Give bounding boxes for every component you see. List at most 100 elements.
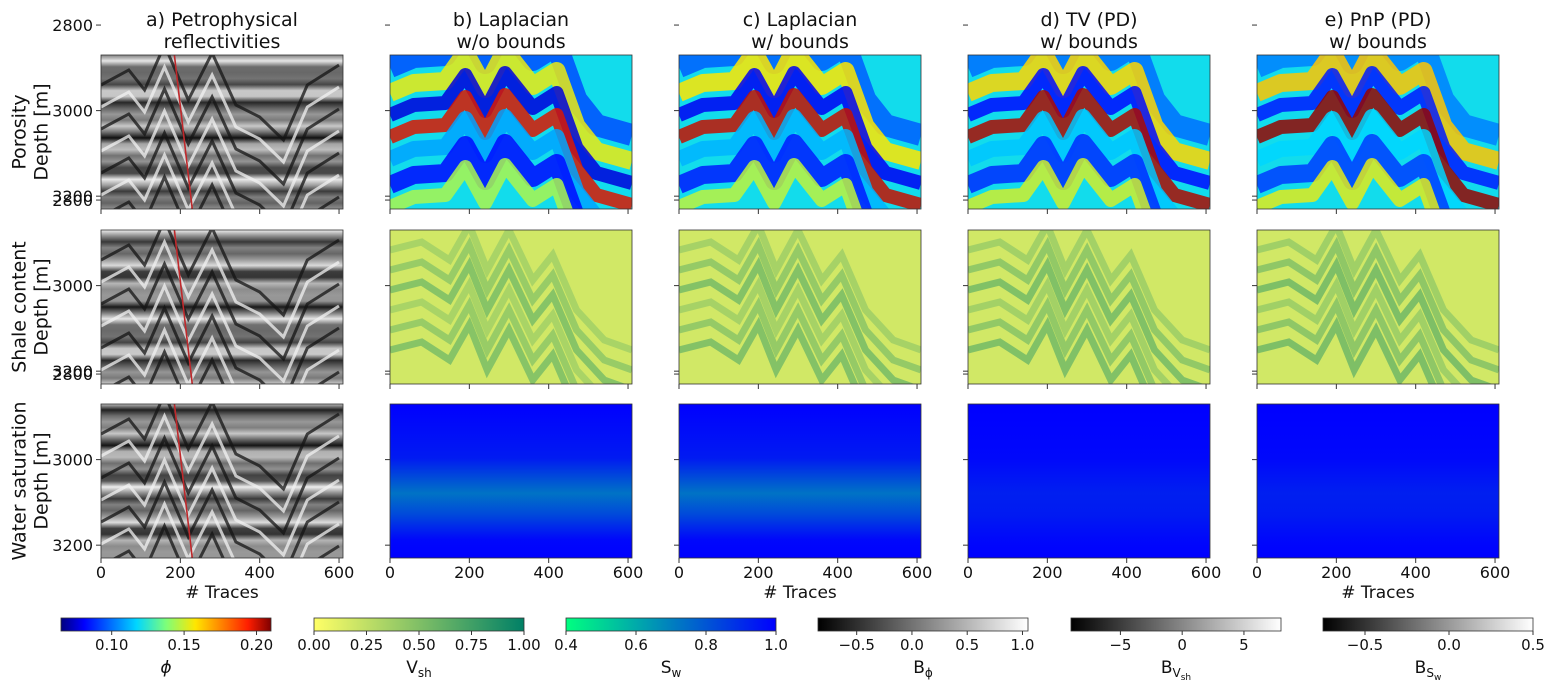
well-trace-line bbox=[173, 229, 194, 385]
panel-frame bbox=[967, 403, 1211, 559]
reflector-3 bbox=[101, 456, 340, 558]
porosity-band-5 bbox=[1257, 134, 1450, 209]
panel-frame bbox=[100, 229, 344, 385]
panel-2-1: 0 200 400 600 bbox=[385, 373, 644, 582]
panel-frame bbox=[100, 403, 344, 559]
column-title-4-line-1: w/ bounds bbox=[1329, 31, 1427, 53]
panel-2-4: 0 200 400 600 # Traces bbox=[1252, 373, 1511, 603]
colorbar-tick-label: 1.0 bbox=[764, 636, 788, 654]
reflector-6 bbox=[112, 348, 340, 384]
shale-band-5 bbox=[1257, 316, 1437, 384]
x-tick-label: 0 bbox=[1252, 563, 1262, 582]
column-title-1-line-0: b) Laplacian bbox=[453, 9, 569, 31]
y-tick-label: 3000 bbox=[52, 451, 93, 470]
x-tick-label: 200 bbox=[743, 563, 774, 582]
panel-1-2 bbox=[674, 199, 922, 389]
panel-frame bbox=[1256, 403, 1500, 559]
column-title-1-line-1: w/o bounds bbox=[456, 31, 565, 53]
reflector-1 bbox=[101, 63, 340, 165]
row-label-1-line-0: Shale content bbox=[9, 241, 31, 373]
x-tick-label: 600 bbox=[1480, 563, 1511, 582]
colorbar-label: ϕ bbox=[160, 658, 171, 678]
reflector-0 bbox=[101, 404, 340, 492]
panel-frame bbox=[389, 403, 633, 559]
panel-frame bbox=[1256, 229, 1500, 385]
panel-2-3: 0 200 400 600 bbox=[963, 373, 1222, 582]
colorbar-label: Bϕ bbox=[913, 658, 933, 680]
panel-0-2 bbox=[674, 24, 922, 214]
shale-band-3 bbox=[968, 276, 1173, 384]
porosity-band-4 bbox=[1257, 109, 1468, 209]
panel-0-3 bbox=[963, 24, 1211, 214]
reflector-2 bbox=[101, 260, 340, 362]
x-tick-label: 0 bbox=[385, 563, 395, 582]
colorbar-1: 0.00 0.25 0.50 0.75 1.00 Vsh bbox=[297, 617, 541, 680]
x-tick-label: 400 bbox=[244, 563, 275, 582]
colorbar-2: 0.4 0.6 0.8 1.0 Sw bbox=[554, 617, 788, 680]
colorbar-label: BSw bbox=[1415, 658, 1442, 682]
reflector-4 bbox=[101, 304, 340, 384]
panel-2-2-field bbox=[679, 404, 921, 558]
shale-band-5 bbox=[390, 316, 570, 384]
panel-2-4-field bbox=[1257, 404, 1499, 558]
porosity-band-0 bbox=[968, 55, 1210, 146]
reflector-1 bbox=[101, 412, 340, 514]
reflector-5 bbox=[101, 151, 340, 209]
reflector-3 bbox=[101, 107, 340, 209]
porosity-band-3 bbox=[679, 88, 921, 209]
colorbar-label: Sw bbox=[661, 658, 682, 680]
x-tick-label: 200 bbox=[1032, 563, 1063, 582]
colorbar-tick-label: −5 bbox=[1109, 636, 1131, 654]
shale-band-0 bbox=[679, 230, 921, 354]
x-axis-label: # Traces bbox=[185, 583, 259, 603]
colorbar-tick-label: 0.25 bbox=[350, 636, 383, 654]
shale-band-1 bbox=[968, 236, 1210, 374]
panel-frame bbox=[100, 54, 344, 210]
colorbar-label: Vsh bbox=[406, 658, 432, 680]
porosity-band-2 bbox=[968, 66, 1210, 190]
x-tick-label: 400 bbox=[1111, 563, 1142, 582]
porosity-band-6 bbox=[968, 158, 1151, 209]
y-tick-label: 3000 bbox=[52, 277, 93, 296]
y-tick-label: 3200 bbox=[52, 362, 93, 381]
porosity-band-2 bbox=[1257, 66, 1499, 190]
row-label-2-line-1: Depth [m] bbox=[31, 432, 53, 529]
x-tick-label: 600 bbox=[613, 563, 644, 582]
x-axis-label: # Traces bbox=[1341, 583, 1415, 603]
x-tick-label: 600 bbox=[1191, 563, 1222, 582]
x-tick-label: 0 bbox=[674, 563, 684, 582]
shale-band-4 bbox=[968, 296, 1156, 384]
porosity-band-3 bbox=[390, 88, 632, 209]
x-tick-label: 200 bbox=[1321, 563, 1352, 582]
porosity-band-5 bbox=[968, 134, 1161, 209]
y-tick-label: 3200 bbox=[52, 187, 93, 206]
colorbar-tick-label: 0.75 bbox=[455, 636, 488, 654]
shale-band-0 bbox=[390, 230, 632, 354]
well-trace-line bbox=[173, 54, 194, 210]
reflector-5 bbox=[101, 326, 340, 384]
panel-frame bbox=[1256, 54, 1500, 210]
column-title-3-line-0: d) TV (PD) bbox=[1040, 9, 1137, 31]
porosity-band-2 bbox=[390, 66, 632, 190]
shale-band-3 bbox=[390, 276, 595, 384]
reflector-0 bbox=[101, 55, 340, 143]
colorbar-tick-label: 0 bbox=[1177, 636, 1187, 654]
colorbar-tick-label: −0.5 bbox=[1347, 636, 1383, 654]
y-tick-label: 2800 bbox=[52, 365, 93, 384]
shale-band-4 bbox=[1257, 296, 1445, 384]
shale-band-4 bbox=[679, 296, 867, 384]
colorbar-tick-label: 1.0 bbox=[1011, 636, 1035, 654]
shale-band-3 bbox=[679, 276, 884, 384]
porosity-band-1 bbox=[390, 55, 632, 170]
shale-band-5 bbox=[679, 316, 859, 384]
shale-band-0 bbox=[968, 230, 1210, 354]
panel-frame bbox=[678, 403, 922, 559]
porosity-band-1 bbox=[1257, 55, 1499, 170]
column-title-0-line-1: reflectivities bbox=[164, 31, 281, 53]
colorbar-gradient bbox=[313, 617, 525, 632]
row-label-2-line-0: Water saturation bbox=[9, 401, 31, 560]
